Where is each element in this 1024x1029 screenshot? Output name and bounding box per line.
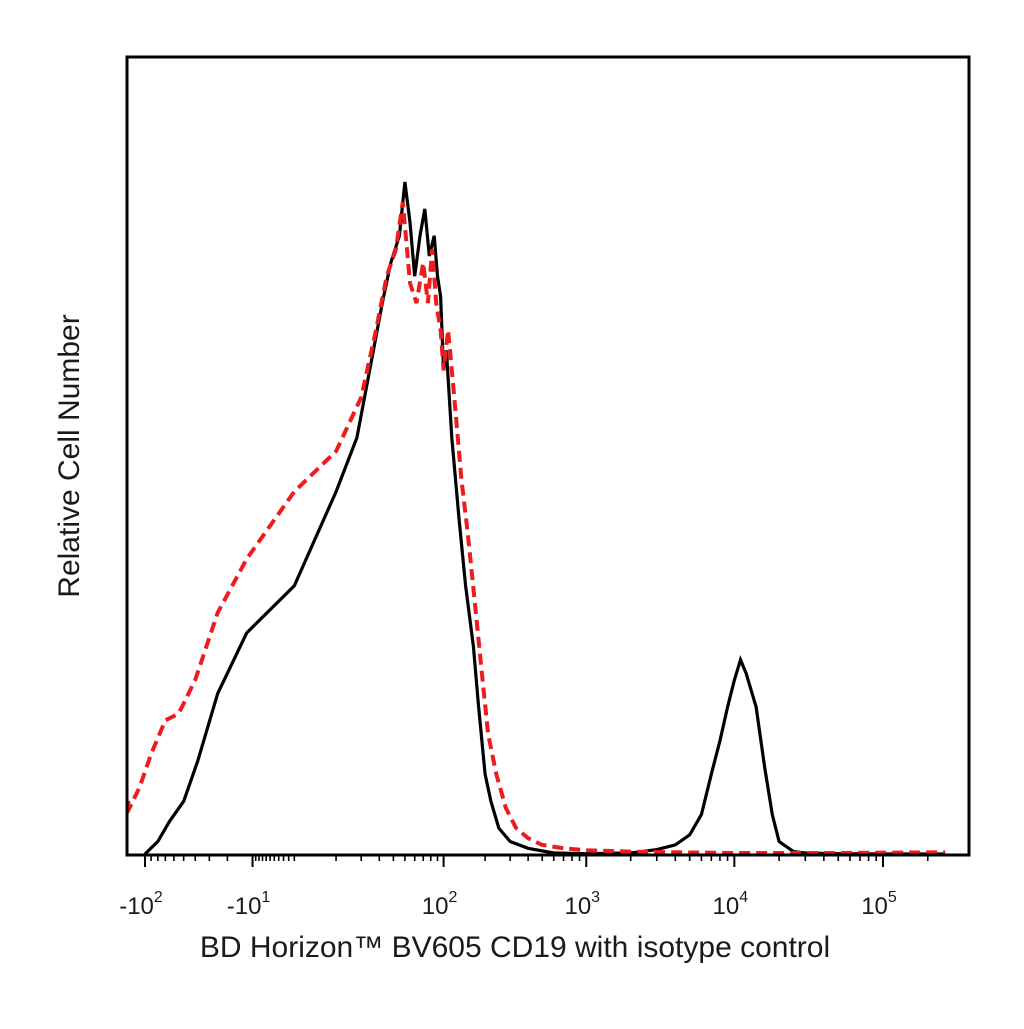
tick-label-base: -10 xyxy=(227,893,262,920)
x-tick-label: 105 xyxy=(861,889,897,920)
tick-label-base: -10 xyxy=(119,893,154,920)
tick-label-base: 10 xyxy=(861,893,888,920)
series-line-1 xyxy=(143,181,946,856)
x-tick-label: 104 xyxy=(713,889,749,920)
tick-label-exponent: 4 xyxy=(739,889,748,906)
tick-label-exponent: 2 xyxy=(154,889,163,906)
tick-label-base: 10 xyxy=(713,893,740,920)
x-tick-label: -102 xyxy=(119,889,163,920)
series-layer xyxy=(126,181,946,856)
plot-frame xyxy=(125,55,971,857)
x-tick-label: 102 xyxy=(422,889,458,920)
tick-label-exponent: 3 xyxy=(591,889,600,906)
x-tick-label: -101 xyxy=(227,889,271,920)
series-line-2 xyxy=(126,201,946,855)
tick-label-base: 10 xyxy=(422,893,449,920)
tick-label-base: 10 xyxy=(564,893,591,920)
label-layer: -102 -101 102 103 104 105 xyxy=(119,889,897,920)
tick-label-exponent: 5 xyxy=(888,889,897,906)
tick-label-exponent: 2 xyxy=(448,889,457,906)
x-axis-label: BD Horizon™ BV605 CD19 with isotype cont… xyxy=(200,931,830,964)
x-tick-label: 103 xyxy=(564,889,600,920)
tick-label-exponent: 1 xyxy=(261,889,270,906)
tick-layer xyxy=(144,855,929,867)
y-axis-label: Relative Cell Number xyxy=(53,314,86,597)
